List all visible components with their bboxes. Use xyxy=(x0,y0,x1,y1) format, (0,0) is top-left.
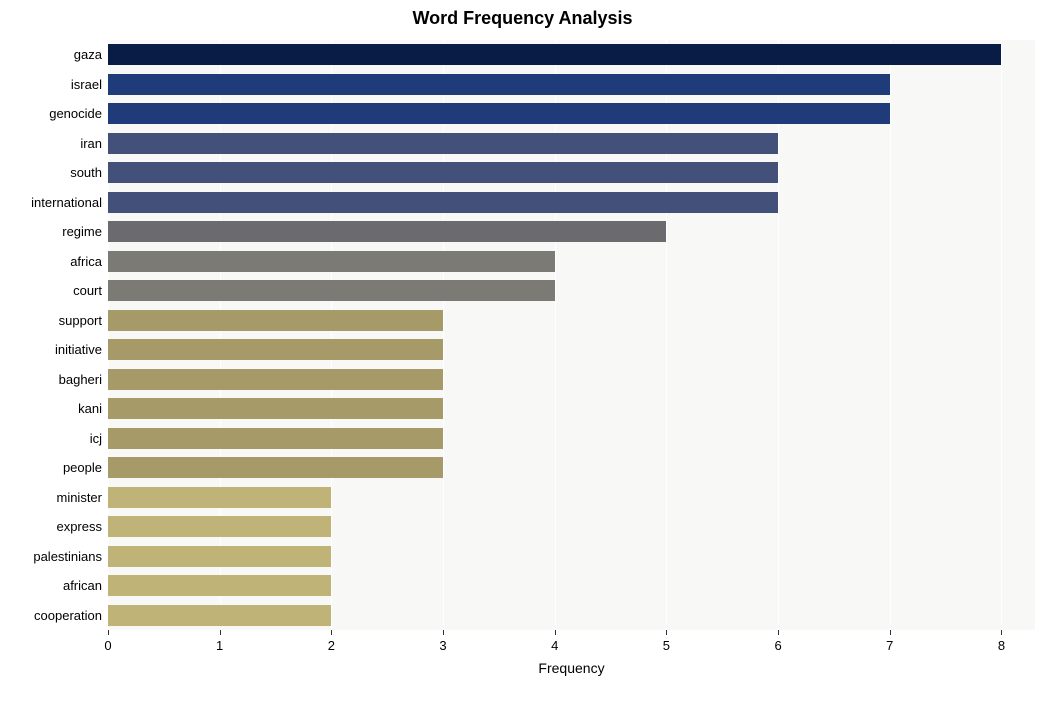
x-tick xyxy=(890,630,891,635)
plot-area xyxy=(108,40,1035,630)
gridline xyxy=(331,40,332,630)
chart-container: Word Frequency Analysis Frequency 0 1 2 3 4 5… xyxy=(0,0,1045,701)
x-tick xyxy=(443,630,444,635)
gridline xyxy=(890,40,891,630)
bar xyxy=(108,605,331,626)
gridline xyxy=(555,40,556,630)
bar xyxy=(108,221,666,242)
y-tick-label: international xyxy=(31,195,102,210)
y-tick-label: israel xyxy=(71,77,102,92)
bar xyxy=(108,428,443,449)
bar xyxy=(108,251,555,272)
bar xyxy=(108,398,443,419)
bar xyxy=(108,457,443,478)
x-tick xyxy=(331,630,332,635)
bar xyxy=(108,369,443,390)
x-tick-label: 3 xyxy=(439,638,446,653)
x-tick-label: 4 xyxy=(551,638,558,653)
y-tick-label: people xyxy=(63,460,102,475)
y-tick-label: icj xyxy=(90,431,102,446)
y-tick-label: kani xyxy=(78,401,102,416)
y-tick-label: initiative xyxy=(55,342,102,357)
gridline xyxy=(1001,40,1002,630)
bar xyxy=(108,546,331,567)
y-tick-label: regime xyxy=(62,224,102,239)
bar xyxy=(108,44,1001,65)
bar xyxy=(108,192,778,213)
x-tick-label: 2 xyxy=(328,638,335,653)
x-tick xyxy=(220,630,221,635)
x-tick xyxy=(555,630,556,635)
bar xyxy=(108,133,778,154)
y-tick-label: palestinians xyxy=(33,549,102,564)
x-axis-label: Frequency xyxy=(108,660,1035,676)
y-tick-label: genocide xyxy=(49,106,102,121)
x-tick xyxy=(108,630,109,635)
bar xyxy=(108,516,331,537)
y-tick-label: south xyxy=(70,165,102,180)
x-tick xyxy=(666,630,667,635)
x-tick-label: 0 xyxy=(104,638,111,653)
bar xyxy=(108,162,778,183)
x-tick-label: 5 xyxy=(663,638,670,653)
y-tick-label: court xyxy=(73,283,102,298)
bar xyxy=(108,487,331,508)
gridline xyxy=(443,40,444,630)
bar xyxy=(108,339,443,360)
gridline xyxy=(666,40,667,630)
x-tick-label: 7 xyxy=(886,638,893,653)
x-tick-label: 6 xyxy=(774,638,781,653)
y-tick-label: bagheri xyxy=(59,372,102,387)
gridline xyxy=(220,40,221,630)
bar xyxy=(108,280,555,301)
bar xyxy=(108,74,890,95)
bar xyxy=(108,575,331,596)
y-tick-label: gaza xyxy=(74,47,102,62)
gridline xyxy=(778,40,779,630)
chart-title: Word Frequency Analysis xyxy=(0,8,1045,29)
y-tick-label: africa xyxy=(70,254,102,269)
x-tick-label: 1 xyxy=(216,638,223,653)
y-tick-label: african xyxy=(63,578,102,593)
x-tick xyxy=(778,630,779,635)
y-tick-label: express xyxy=(56,519,102,534)
gridline xyxy=(108,40,109,630)
y-tick-label: minister xyxy=(56,490,102,505)
x-tick xyxy=(1001,630,1002,635)
x-tick-label: 8 xyxy=(998,638,1005,653)
y-tick-label: cooperation xyxy=(34,608,102,623)
y-tick-label: support xyxy=(59,313,102,328)
bar xyxy=(108,103,890,124)
y-tick-label: iran xyxy=(80,136,102,151)
bar xyxy=(108,310,443,331)
